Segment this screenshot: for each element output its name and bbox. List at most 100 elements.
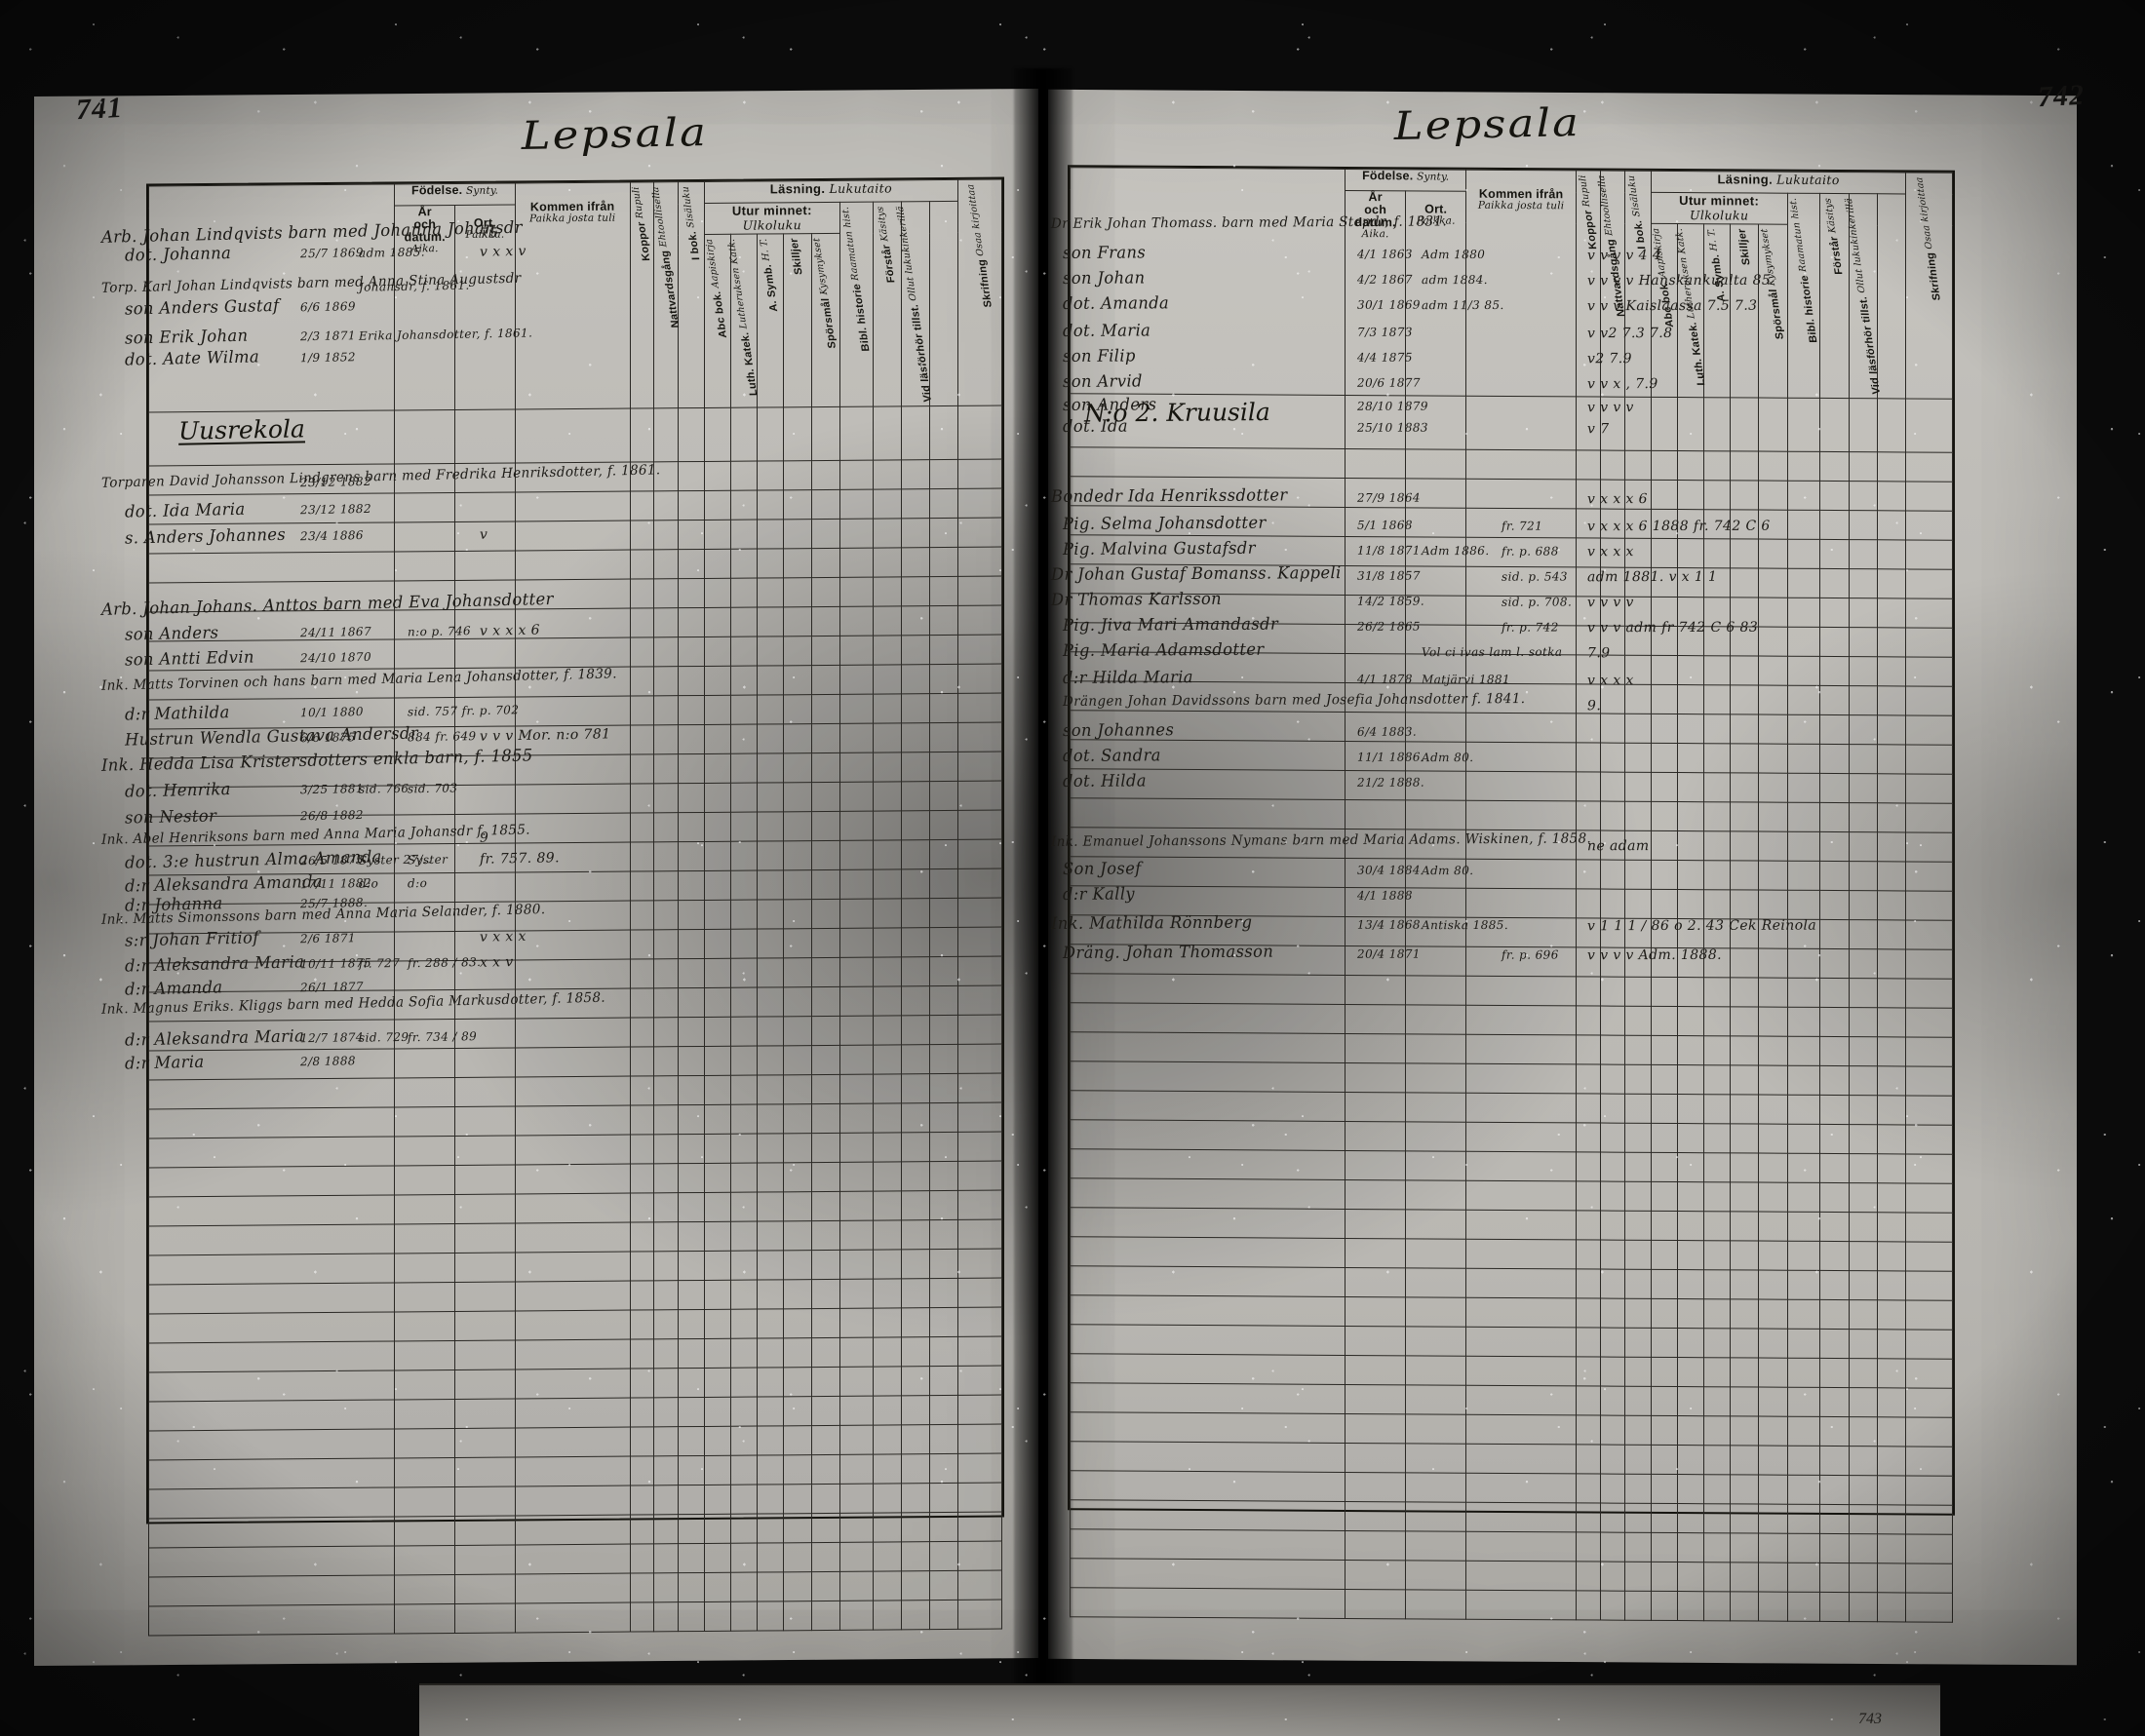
cell bbox=[653, 637, 679, 668]
cell bbox=[1465, 859, 1577, 890]
cell bbox=[1877, 686, 1906, 716]
cell bbox=[704, 929, 731, 959]
cell bbox=[873, 928, 902, 958]
cell bbox=[1651, 1064, 1678, 1095]
cell bbox=[783, 840, 812, 871]
cell bbox=[1905, 1505, 1953, 1535]
cell bbox=[1405, 1063, 1466, 1094]
cell bbox=[515, 1105, 631, 1137]
cell bbox=[1624, 714, 1652, 744]
cell bbox=[1787, 948, 1820, 979]
cell bbox=[839, 1250, 874, 1280]
cell bbox=[1624, 684, 1652, 714]
cell bbox=[757, 1514, 784, 1544]
cell bbox=[148, 1166, 395, 1198]
cell bbox=[704, 987, 731, 1018]
cell bbox=[678, 1280, 705, 1310]
cell bbox=[783, 1454, 812, 1485]
cell bbox=[757, 461, 784, 491]
cell bbox=[678, 841, 705, 871]
cell bbox=[1600, 1445, 1625, 1475]
cell bbox=[1651, 977, 1678, 1007]
cell bbox=[811, 1133, 840, 1163]
cell bbox=[515, 491, 631, 522]
cell bbox=[1576, 1591, 1601, 1621]
cell bbox=[678, 1192, 705, 1222]
cell bbox=[901, 1249, 930, 1280]
cell bbox=[1070, 1500, 1346, 1531]
cell bbox=[1877, 1183, 1906, 1214]
cell bbox=[957, 1132, 1002, 1162]
cell bbox=[957, 576, 1002, 606]
cell bbox=[394, 1019, 455, 1050]
cell bbox=[1730, 1504, 1759, 1534]
cell bbox=[1730, 1416, 1759, 1447]
cell bbox=[148, 961, 395, 993]
cell bbox=[811, 1279, 840, 1309]
col-communion-right: Nattvardsgång Ehtoollisella bbox=[1596, 171, 1628, 398]
cell bbox=[1758, 1036, 1788, 1066]
cell bbox=[1651, 1532, 1678, 1562]
cell bbox=[901, 1570, 930, 1601]
cell bbox=[1758, 919, 1788, 949]
cell bbox=[901, 1161, 930, 1192]
cell bbox=[630, 491, 654, 521]
cell bbox=[1877, 1359, 1906, 1389]
cell bbox=[901, 459, 930, 490]
cell bbox=[957, 1395, 1002, 1425]
cell bbox=[1405, 771, 1466, 801]
cell bbox=[929, 605, 958, 636]
cell bbox=[1070, 711, 1346, 742]
cell bbox=[1849, 1533, 1878, 1564]
cell bbox=[811, 606, 840, 637]
cell bbox=[1730, 1533, 1759, 1563]
cell bbox=[1624, 889, 1652, 919]
cell bbox=[1405, 1151, 1466, 1181]
cell bbox=[515, 1164, 631, 1195]
cell bbox=[873, 1162, 902, 1192]
cell bbox=[1651, 1503, 1678, 1533]
cell bbox=[1703, 978, 1731, 1008]
cell bbox=[839, 406, 874, 461]
cell bbox=[1624, 597, 1652, 627]
cell bbox=[1345, 395, 1406, 450]
cell bbox=[1345, 595, 1406, 626]
cell bbox=[653, 812, 679, 843]
cell bbox=[757, 407, 784, 462]
cell bbox=[704, 1104, 731, 1135]
cell bbox=[757, 666, 784, 696]
cell bbox=[730, 870, 758, 901]
cell bbox=[1070, 1529, 1346, 1561]
cell bbox=[1070, 1091, 1346, 1122]
cell bbox=[1849, 1416, 1878, 1447]
cell bbox=[1624, 1123, 1652, 1153]
cell bbox=[757, 1601, 784, 1632]
cell bbox=[1730, 1475, 1759, 1505]
cell bbox=[394, 1253, 455, 1284]
cell bbox=[148, 639, 395, 672]
cell bbox=[1877, 1213, 1906, 1243]
cell bbox=[1405, 829, 1466, 860]
cell bbox=[783, 1191, 812, 1222]
cell bbox=[1787, 1153, 1820, 1183]
cell bbox=[653, 1572, 679, 1603]
cell bbox=[653, 1601, 679, 1633]
cell bbox=[1703, 1592, 1731, 1622]
cell bbox=[1405, 1327, 1466, 1357]
cell bbox=[1819, 1446, 1850, 1476]
cell bbox=[730, 1543, 758, 1573]
cell bbox=[394, 492, 455, 523]
cell bbox=[1703, 1007, 1731, 1037]
cell bbox=[515, 1573, 631, 1604]
cell bbox=[653, 1455, 679, 1486]
cell bbox=[1465, 1034, 1577, 1065]
cell bbox=[1651, 918, 1678, 948]
cell bbox=[1465, 1180, 1577, 1212]
cell bbox=[957, 1219, 1002, 1250]
cell bbox=[148, 669, 395, 701]
cell bbox=[1600, 1035, 1625, 1065]
cell bbox=[454, 1106, 516, 1137]
cell bbox=[1758, 1270, 1788, 1300]
cell bbox=[678, 870, 705, 901]
cell bbox=[1849, 978, 1878, 1009]
